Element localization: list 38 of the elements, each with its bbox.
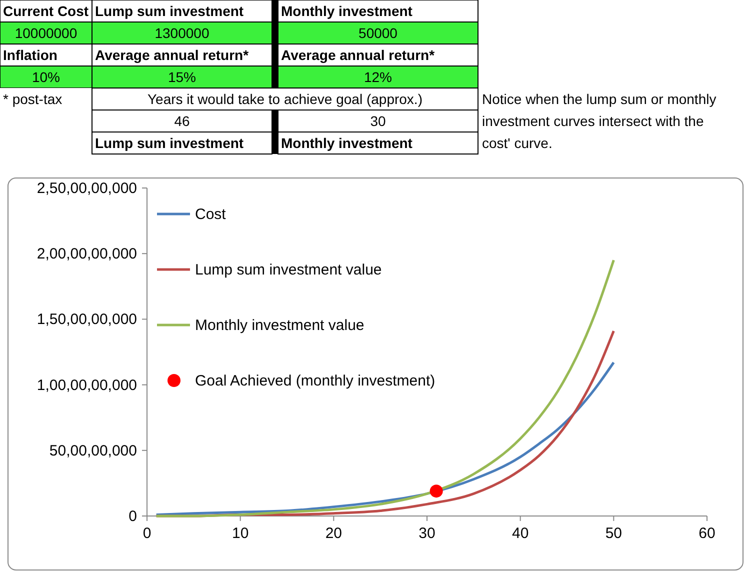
text: 1300000 xyxy=(154,25,210,41)
text: 46 xyxy=(174,113,190,129)
text: 15% xyxy=(168,69,196,85)
text: Lump sum investment xyxy=(95,135,244,151)
y-tick-label: 50,00,00,000 xyxy=(49,442,137,460)
legend-label: Cost xyxy=(195,206,227,223)
y-tick-label: 1,50,00,00,000 xyxy=(36,311,137,328)
y-tick-label: 2,50,00,00,000 xyxy=(36,180,137,197)
line-series xyxy=(155,361,615,516)
x-tick-label: 60 xyxy=(698,525,716,542)
x-tick-label: 50 xyxy=(605,525,622,542)
text: Notice when the lump sum or monthly investment curves intersect with the cost' curve. xyxy=(482,91,716,151)
text: * post-tax xyxy=(3,91,62,107)
y-tick-label: 2,00,00,00,000 xyxy=(36,246,137,263)
text: Average annual return* xyxy=(95,47,250,63)
x-tick-label: 10 xyxy=(232,525,249,542)
text: 10000000 xyxy=(14,25,78,41)
text: Average annual return* xyxy=(281,47,436,63)
text: Years it would take to achieve goal (approx.) xyxy=(148,91,422,107)
y-tick-label: 0 xyxy=(128,508,137,525)
text: 12% xyxy=(364,69,392,85)
x-tick-label: 40 xyxy=(512,525,529,542)
text: Monthly investment xyxy=(281,3,413,19)
legend-label: Goal Achieved (monthly investment) xyxy=(195,372,436,390)
text: Monthly investment xyxy=(281,135,413,151)
x-tick-label: 0 xyxy=(142,525,152,542)
text: 10% xyxy=(32,69,60,85)
text: Inflation xyxy=(3,47,58,63)
legend-label: Monthly investment value xyxy=(195,317,364,334)
x-tick-label: 20 xyxy=(325,525,342,542)
y-tick-label: 1,00,00,00,000 xyxy=(36,376,137,394)
line-series xyxy=(155,258,615,518)
text: Lump sum investment xyxy=(95,3,244,19)
text: 50000 xyxy=(358,25,398,41)
text: Current Cost xyxy=(3,3,89,19)
text: 30 xyxy=(370,113,386,129)
legend-label: Lump sum investment value xyxy=(195,262,382,278)
x-tick-label: 30 xyxy=(418,525,436,542)
